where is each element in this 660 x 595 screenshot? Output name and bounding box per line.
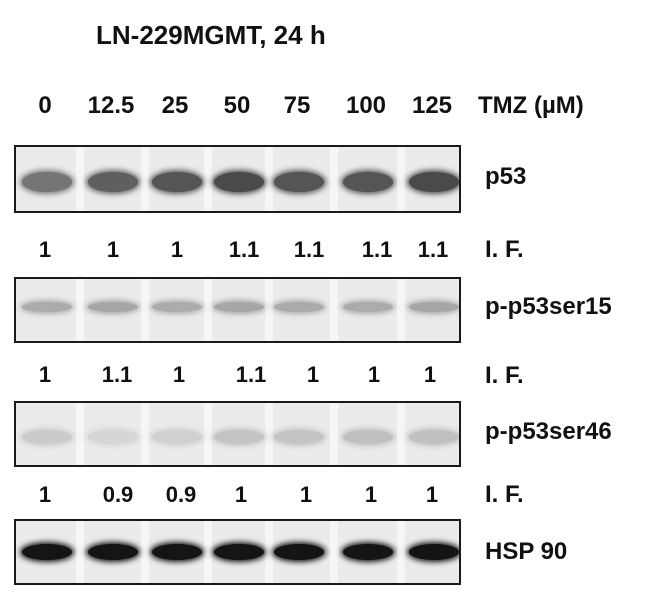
if-value: 1	[306, 362, 320, 387]
figure-title: LN-229MGMT, 24 h	[96, 20, 326, 50]
band-p-p53ser15-lane-4	[214, 301, 264, 312]
lane-label-5: 100	[345, 92, 387, 119]
blot-panel-hsp90	[14, 519, 461, 585]
band-hsp90-lane-6	[343, 544, 393, 560]
band-p-p53ser46-lane-4	[214, 430, 264, 445]
band-p53-lane-4	[214, 172, 264, 193]
band-p-p53ser15-lane-1	[22, 301, 72, 312]
band-p-p53ser15-lane-3	[152, 301, 202, 312]
if-value: 1	[38, 482, 52, 507]
band-p-p53ser46-lane-5	[274, 430, 324, 445]
blot-label-p53: p53	[485, 163, 527, 190]
lane-label-2: 25	[161, 92, 189, 119]
treatment-label: TMZ (µM)	[478, 92, 584, 119]
lane-gap	[141, 279, 149, 341]
band-p-p53ser46-lane-3	[152, 430, 202, 445]
lane-gap	[265, 147, 273, 211]
band-p53-lane-5	[274, 172, 324, 193]
blot-label-p-p53ser15: p-p53ser15	[485, 293, 612, 320]
blot-label-p-p53ser46: p-p53ser46	[485, 418, 612, 445]
lane-gap	[397, 147, 405, 211]
band-p-p53ser46-lane-6	[343, 430, 393, 445]
lane-gap	[204, 403, 212, 465]
lane-gap	[329, 521, 338, 583]
if-value: 1.1	[417, 237, 449, 262]
if-value: 1.1	[101, 362, 133, 387]
lane-label-1: 12.5	[87, 92, 135, 119]
band-p-p53ser46-lane-7	[409, 430, 459, 445]
lane-label-3: 50	[223, 92, 251, 119]
lane-gap	[397, 279, 405, 341]
lane-gap	[329, 279, 338, 341]
blot-panel-p53	[14, 145, 461, 213]
if-value: 1	[170, 237, 184, 262]
band-hsp90-lane-5	[274, 544, 324, 560]
if-value: 1	[299, 482, 313, 507]
band-p53-lane-7	[409, 172, 459, 193]
if-label: I. F.	[485, 481, 524, 508]
lane-gap	[76, 403, 84, 465]
lane-gap	[397, 403, 405, 465]
blot-panel-p-p53ser15	[14, 277, 461, 343]
lane-gap	[141, 147, 149, 211]
lane-gap	[76, 279, 84, 341]
if-value: 1	[423, 362, 437, 387]
band-hsp90-lane-3	[152, 544, 202, 560]
lane-gap	[329, 403, 338, 465]
lane-gap	[265, 279, 273, 341]
band-p53-lane-6	[343, 172, 393, 193]
blot-label-hsp90: HSP 90	[485, 538, 568, 565]
if-value: 0.9	[165, 482, 197, 507]
lane-gap	[141, 521, 149, 583]
lane-gap	[204, 279, 212, 341]
if-value: 1	[234, 482, 248, 507]
band-hsp90-lane-7	[409, 544, 459, 560]
band-p-p53ser15-lane-2	[88, 301, 138, 312]
if-label: I. F.	[485, 362, 524, 389]
band-p53-lane-2	[88, 172, 138, 193]
lane-gap	[76, 521, 84, 583]
lane-gap	[397, 521, 405, 583]
lane-gap	[76, 147, 84, 211]
band-p53-lane-3	[152, 172, 202, 193]
band-p-p53ser15-lane-7	[409, 301, 459, 312]
if-value: 1.1	[235, 362, 267, 387]
band-hsp90-lane-4	[214, 544, 264, 560]
band-hsp90-lane-1	[22, 544, 72, 560]
if-value: 0.9	[102, 482, 134, 507]
if-value: 1	[367, 362, 381, 387]
if-value: 1.1	[228, 237, 260, 262]
lane-label-4: 75	[283, 92, 311, 119]
if-label: I. F.	[485, 236, 524, 263]
band-p53-lane-1	[22, 172, 72, 193]
band-p-p53ser46-lane-2	[88, 430, 138, 445]
band-p-p53ser15-lane-6	[343, 301, 393, 312]
lane-label-6: 125	[411, 92, 453, 119]
if-value: 1	[106, 237, 120, 262]
blot-panel-p-p53ser46	[14, 401, 461, 467]
band-hsp90-lane-2	[88, 544, 138, 560]
lane-gap	[329, 147, 338, 211]
band-p-p53ser46-lane-1	[22, 430, 72, 445]
if-value: 1.1	[293, 237, 325, 262]
if-value: 1.1	[361, 237, 393, 262]
if-value: 1	[38, 237, 52, 262]
if-value: 1	[38, 362, 52, 387]
lane-gap	[204, 147, 212, 211]
lane-gap	[265, 521, 273, 583]
if-value: 1	[172, 362, 186, 387]
lane-gap	[204, 521, 212, 583]
if-value: 1	[364, 482, 378, 507]
lane-gap	[141, 403, 149, 465]
if-value: 1	[425, 482, 439, 507]
lane-gap	[265, 403, 273, 465]
lane-label-0: 0	[38, 92, 52, 119]
band-p-p53ser15-lane-5	[274, 301, 324, 312]
